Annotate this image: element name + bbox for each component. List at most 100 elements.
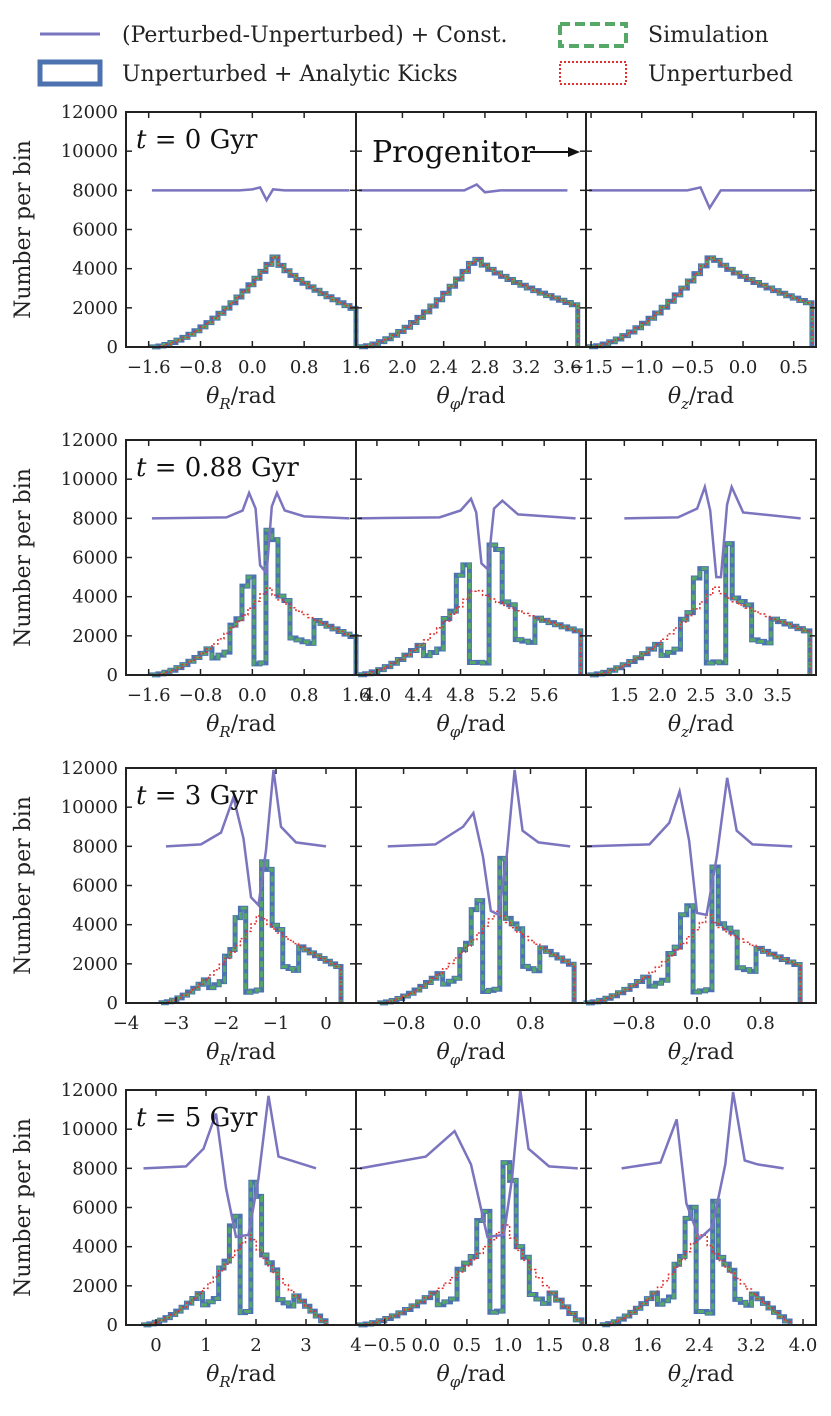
perturbed-diff-line (359, 1089, 578, 1239)
simulation-histogram (150, 255, 358, 349)
y-axis-label: Number per bin (11, 468, 36, 647)
x-tick-label: 1.6 (342, 685, 371, 706)
y-tick-label: 6000 (72, 1198, 118, 1219)
y-tick-label: 10000 (61, 797, 118, 818)
legend-label-simulation: Simulation (648, 23, 769, 48)
simulation-histogram (378, 856, 576, 1005)
time-label: t = 3 Gyr (136, 781, 258, 811)
x-axis-unit: /rad (689, 1040, 734, 1065)
x-tick-label: −4 (113, 1013, 140, 1034)
x-tick-label: 1.0 (494, 1335, 523, 1356)
y-tick-label: 4000 (72, 259, 118, 280)
x-axis-subscript: R (218, 1051, 230, 1069)
y-tick-label: 4000 (72, 1237, 118, 1258)
x-tick-label: 3.6 (553, 357, 582, 378)
unperturbed-histogram (151, 256, 357, 348)
perturbed-diff-line (589, 185, 812, 211)
x-axis-unit: /rad (689, 384, 734, 409)
x-tick-label: 0.8 (581, 1335, 610, 1356)
x-axis-label: θφ/rad (437, 712, 506, 741)
x-axis-label: θR/rad (206, 1362, 276, 1391)
x-tick-label: 4.4 (404, 685, 433, 706)
perturbed-diff-line (151, 489, 350, 577)
simulation-histogram (600, 1199, 792, 1327)
x-tick-label: 4 (350, 1335, 361, 1356)
y-tick-label: 6000 (72, 548, 118, 569)
time-label-t: t (136, 125, 147, 155)
time-label-value: = 0.88 (146, 453, 250, 483)
legend-label-unperturbed: Unperturbed (648, 62, 793, 87)
y-tick-label: 10000 (61, 141, 118, 162)
y-tick-label: 2000 (72, 626, 118, 647)
analytic-histogram (158, 859, 344, 1006)
x-tick-label: 1.6 (633, 1335, 662, 1356)
y-tick-label: 10000 (61, 1119, 118, 1140)
x-axis-subscript: z (680, 723, 689, 741)
y-tick-label: 6000 (72, 876, 118, 897)
x-axis-label: θR/rad (206, 712, 276, 741)
y-tick-label: 0 (107, 337, 118, 358)
legend-swatch-simulation (558, 22, 628, 48)
x-axis-label: θz/rad (668, 384, 734, 413)
x-axis-symbol: θ (437, 712, 450, 737)
x-axis-label: θφ/rad (437, 384, 506, 413)
x-tick-label: 1 (200, 1335, 211, 1356)
analytic-histogram (377, 855, 577, 1006)
x-axis-label: θφ/rad (437, 1040, 506, 1069)
x-tick-label: −0.8 (382, 1013, 426, 1034)
y-tick-label: 0 (107, 665, 118, 686)
panel-r2-c2: −0.8 0.0 0.8 θz/rad (583, 767, 817, 1069)
legend-swatch-analytic (37, 59, 103, 87)
x-tick-label: 2.0 (388, 357, 417, 378)
legend-swatch-unperturbed (559, 61, 627, 85)
x-tick-label: 3.2 (512, 357, 541, 378)
y-tick-label: 8000 (72, 508, 118, 529)
x-tick-label: 0.0 (238, 685, 267, 706)
time-label-value: = 3 (146, 781, 209, 811)
y-tick-label: 0 (107, 1315, 118, 1336)
y-axis-label: Number per bin (11, 1118, 36, 1297)
simulation-histogram (356, 543, 583, 677)
unperturbed-histogram (585, 914, 801, 1004)
x-tick-label: 4.0 (789, 1335, 818, 1356)
time-label: t = 5 Gyr (136, 1103, 258, 1133)
y-tick-label: 8000 (72, 180, 118, 201)
y-tick-label: 12000 (61, 1080, 118, 1101)
x-tick-label: −1.5 (569, 357, 613, 378)
x-tick-label: −0.5 (363, 1335, 407, 1356)
x-axis-unit: /rad (231, 712, 276, 737)
x-tick-label: 0.0 (683, 1013, 712, 1034)
x-tick-label: 3 (300, 1335, 311, 1356)
time-label-unit: Gyr (210, 1103, 258, 1133)
time-label-unit: Gyr (210, 781, 258, 811)
unperturbed-histogram (357, 589, 582, 676)
analytic-histogram (586, 255, 815, 350)
x-axis-symbol: θ (437, 1040, 450, 1065)
x-tick-label: −0.8 (179, 357, 223, 378)
legend-label-perturbed-diff: (Perturbed-Unperturbed) + Const. (122, 23, 508, 48)
x-tick-label: 1.6 (342, 357, 371, 378)
panel-r0-c0: −1.6 −0.8 0.0 0.8 1.6 0 2000 4000 6000 8000 10000 1… (11, 102, 370, 413)
y-tick-label: 2000 (72, 298, 118, 319)
x-tick-label: −1.0 (620, 357, 664, 378)
y-tick-label: 0 (107, 993, 118, 1014)
x-tick-label: −0.8 (612, 1013, 656, 1034)
panel-r1-c2: 1.5 2.0 2.5 3.0 3.5 θz/rad (585, 439, 817, 741)
panel-r0-c1: 2.0 2.4 2.8 3.2 3.6 θφ/rad (355, 111, 587, 413)
x-axis-symbol: θ (437, 384, 450, 409)
x-axis-subscript: R (218, 395, 230, 413)
panel-r2-c0: −4 −3 −2 −1 0 0 2000 4000 6000 8000 10000 12000 θR/r… (11, 758, 357, 1069)
x-axis-symbol: θ (206, 1362, 219, 1387)
x-axis-subscript: φ (450, 395, 461, 413)
x-axis-unit: /rad (231, 1362, 276, 1387)
simulation-histogram (159, 860, 343, 1005)
unperturbed-histogram (142, 1234, 327, 1326)
analytic-histogram (141, 1179, 329, 1328)
x-tick-label: 2.8 (471, 357, 500, 378)
perturbed-diff-line (151, 185, 350, 203)
axes-frame (585, 767, 817, 1004)
legend: (Perturbed-Unperturbed) + Const. Simulat… (37, 22, 793, 87)
axes-frame (585, 1089, 817, 1326)
perturbed-diff-line (165, 769, 327, 908)
x-tick-label: −1.6 (127, 357, 171, 378)
